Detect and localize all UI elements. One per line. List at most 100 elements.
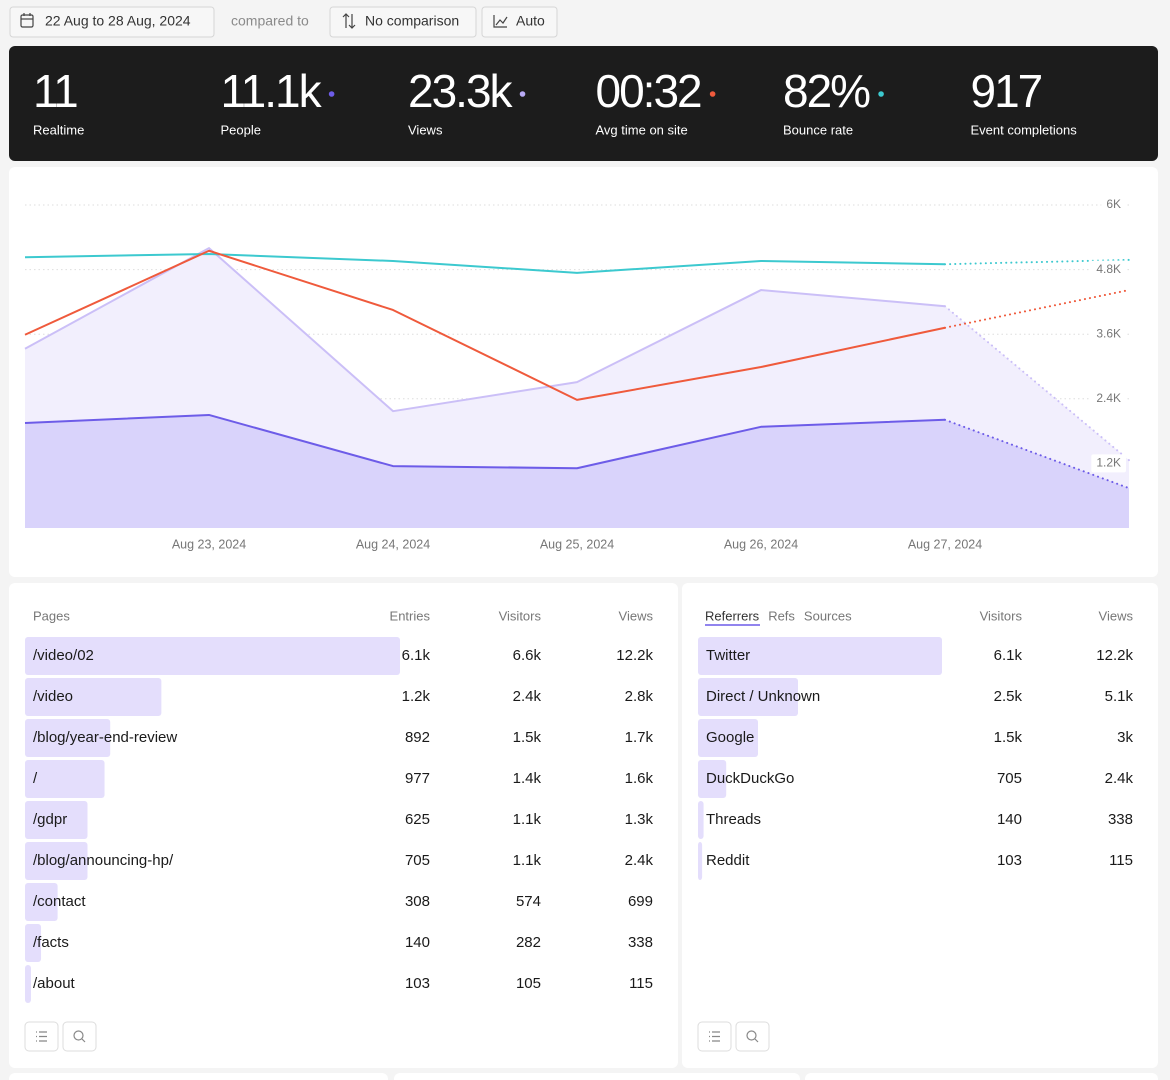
stats-panel bbox=[9, 46, 1158, 161]
tick-label-bg bbox=[1091, 260, 1126, 279]
forecast-line bbox=[944, 418, 1130, 490]
stat-value: 11.1k bbox=[221, 65, 323, 117]
tab[interactable]: Refs bbox=[768, 608, 795, 623]
cell: 1.3k bbox=[625, 811, 654, 828]
search-button[interactable] bbox=[735, 1021, 770, 1052]
cell: 1.7k bbox=[625, 729, 654, 746]
stat-dot bbox=[878, 91, 884, 97]
row-label[interactable]: Threads bbox=[706, 811, 761, 828]
stat-value: 23.3k bbox=[408, 65, 514, 117]
date-range: 22 Aug to 28 Aug, 2024 bbox=[45, 13, 191, 29]
cell: 6.1k bbox=[402, 647, 431, 664]
compared-to: compared to bbox=[231, 13, 309, 29]
column-header: Entries bbox=[390, 608, 431, 623]
stat-value: 00:32 bbox=[596, 65, 702, 117]
y-tick-label: 2.4K bbox=[1096, 391, 1121, 405]
bar bbox=[698, 719, 758, 757]
forecast-line bbox=[944, 305, 1130, 462]
cell: 574 bbox=[516, 893, 541, 910]
cell: 338 bbox=[628, 934, 653, 951]
x-tick-label: Aug 23, 2024 bbox=[172, 537, 246, 551]
cell: 1.5k bbox=[994, 729, 1023, 746]
row-label[interactable]: Reddit bbox=[706, 852, 750, 869]
bar bbox=[25, 760, 105, 798]
row-label[interactable]: /gdpr bbox=[33, 811, 67, 828]
pages-buttons bbox=[24, 1021, 97, 1052]
y-tick-label: 1.2K bbox=[1096, 456, 1121, 470]
stat-value: 917 bbox=[971, 65, 1042, 117]
bar bbox=[698, 842, 703, 880]
chart-icon bbox=[493, 15, 508, 28]
compare-icon bbox=[342, 13, 356, 29]
referrers-card bbox=[682, 583, 1158, 1068]
row-label[interactable]: /facts bbox=[33, 934, 69, 951]
column-header: Visitors bbox=[980, 608, 1023, 623]
tick-label-bg bbox=[1101, 196, 1126, 214]
tick-label-bg bbox=[1091, 454, 1126, 473]
area bbox=[25, 414, 1129, 528]
row-label[interactable]: / bbox=[33, 770, 38, 787]
stat-value: 82% bbox=[783, 65, 870, 117]
stat-label: Bounce rate bbox=[783, 122, 853, 137]
bar bbox=[25, 883, 58, 921]
stat-dot bbox=[709, 91, 716, 97]
cell: 1.4k bbox=[513, 770, 542, 787]
tick-label-bg bbox=[1091, 389, 1126, 408]
bar bbox=[25, 678, 162, 716]
tab[interactable]: Referrers bbox=[705, 608, 760, 623]
row-label[interactable]: /blog/year-end-review bbox=[33, 729, 177, 746]
stat-dot bbox=[328, 91, 335, 97]
date-range-button[interactable] bbox=[9, 6, 215, 38]
cell: 1.6k bbox=[625, 770, 654, 787]
pages-card bbox=[9, 583, 678, 1068]
cell: 6.6k bbox=[513, 647, 542, 664]
interval-button[interactable] bbox=[481, 6, 558, 38]
x-tick-label: Aug 24, 2024 bbox=[356, 537, 430, 551]
cell: 705 bbox=[405, 852, 430, 869]
line bbox=[24, 413, 946, 470]
row-label[interactable]: /contact bbox=[33, 893, 86, 910]
row-label[interactable]: /video/02 bbox=[33, 647, 94, 664]
comparison-button[interactable] bbox=[329, 6, 477, 38]
cell: 282 bbox=[516, 934, 541, 951]
x-tick-label: Aug 26, 2024 bbox=[724, 537, 798, 551]
row-label[interactable]: Direct / Unknown bbox=[706, 688, 820, 705]
stat-dot bbox=[519, 91, 526, 97]
tick-label-bg bbox=[1091, 325, 1126, 344]
row-label[interactable]: /about bbox=[33, 975, 76, 992]
cell: 103 bbox=[997, 852, 1022, 869]
tab[interactable]: Sources bbox=[804, 608, 852, 623]
tables: Pages Entries Visitors Views/video/02 6.1k 6.… bbox=[25, 608, 1133, 1003]
row-label[interactable]: /blog/announcing-hp/ bbox=[33, 852, 174, 869]
x-tick-label: Aug 27, 2024 bbox=[908, 537, 982, 551]
card bbox=[394, 1073, 800, 1080]
y-tick-label: 4.8K bbox=[1096, 262, 1121, 276]
row-label[interactable]: DuckDuckGo bbox=[706, 770, 794, 787]
bar bbox=[698, 801, 704, 839]
column-header: Views bbox=[1099, 608, 1134, 623]
cell: 105 bbox=[516, 975, 541, 992]
calendar-icon bbox=[20, 13, 34, 28]
cell: 12.2k bbox=[1096, 647, 1133, 664]
cell: 2.4k bbox=[513, 688, 542, 705]
stat-value: 11 bbox=[33, 65, 77, 117]
column-header: Visitors bbox=[499, 608, 542, 623]
stat-label: Avg time on site bbox=[596, 122, 688, 137]
column-header: Views bbox=[619, 608, 654, 623]
cell: 12.2k bbox=[616, 647, 653, 664]
referrers-buttons bbox=[697, 1021, 770, 1052]
stat-label: Views bbox=[408, 122, 443, 137]
comparison: No comparison bbox=[365, 13, 459, 29]
line bbox=[24, 252, 946, 274]
row-label[interactable]: Twitter bbox=[706, 647, 750, 664]
cell: 1.5k bbox=[513, 729, 542, 746]
search-button[interactable] bbox=[62, 1021, 97, 1052]
cell: 308 bbox=[405, 893, 430, 910]
cell: 1.2k bbox=[402, 688, 431, 705]
row-label[interactable]: /video bbox=[33, 688, 73, 705]
row-label[interactable]: Google bbox=[706, 729, 754, 746]
cell: 140 bbox=[997, 811, 1022, 828]
interval: Auto bbox=[516, 13, 545, 29]
bar bbox=[698, 760, 727, 798]
